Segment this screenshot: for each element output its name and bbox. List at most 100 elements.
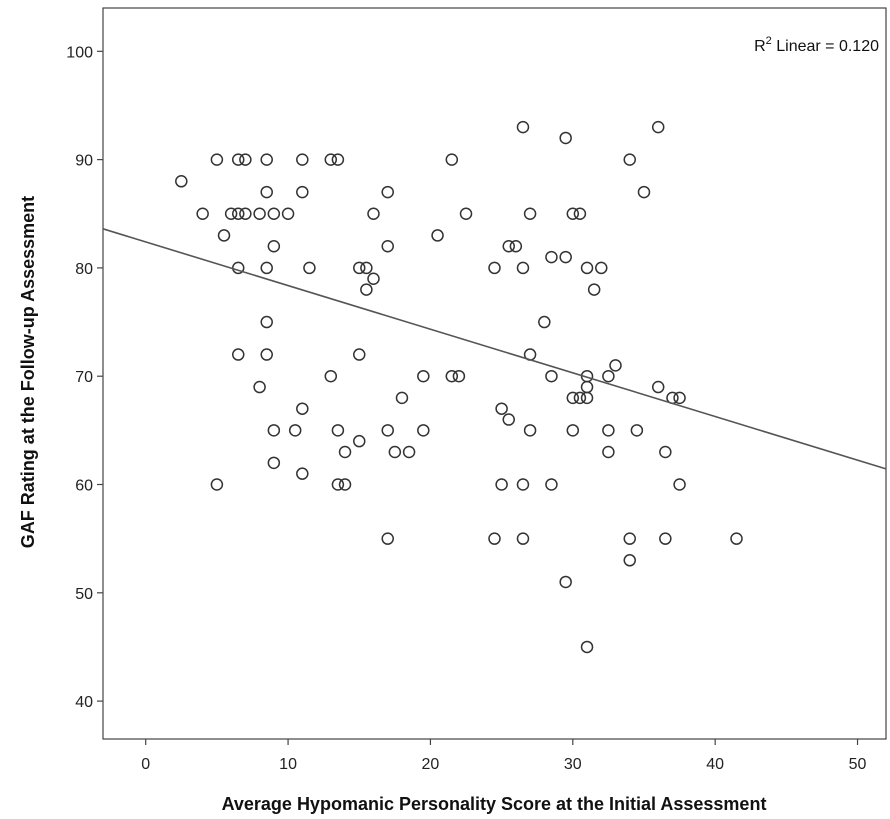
x-tick-label: 50 [849, 756, 867, 773]
data-point [452, 369, 466, 383]
data-point [730, 532, 743, 545]
data-point [303, 261, 316, 275]
y-tick-label: 50 [75, 586, 93, 603]
data-point [623, 153, 636, 166]
data-point [659, 445, 672, 459]
y-tick-label: 100 [66, 44, 93, 61]
data-point [580, 391, 594, 405]
regression-line [102, 228, 887, 470]
data-point [267, 207, 281, 221]
data-point [324, 153, 338, 166]
data-point [431, 229, 444, 242]
data-point [260, 348, 273, 361]
data-point [224, 207, 238, 221]
data-point [602, 445, 615, 459]
data-point [545, 369, 558, 383]
y-tick-label: 60 [75, 478, 93, 495]
data-point [239, 207, 252, 221]
y-tick-label: 90 [75, 153, 93, 170]
data-point [338, 478, 352, 491]
data-point [488, 532, 501, 545]
x-tick-label: 0 [141, 756, 150, 773]
data-point [267, 424, 281, 437]
data-point [260, 185, 273, 199]
data-point [210, 153, 224, 166]
data-point [623, 532, 636, 545]
data-point [353, 261, 366, 275]
data-point [488, 261, 501, 275]
data-point [260, 261, 273, 275]
data-point [495, 478, 508, 491]
data-point [602, 369, 615, 383]
x-tick-label: 20 [422, 756, 440, 773]
data-point [502, 413, 515, 426]
data-point [381, 532, 394, 545]
data-point [210, 478, 224, 491]
x-tick-label: 40 [706, 756, 724, 773]
data-point [538, 315, 551, 329]
data-point [231, 207, 245, 221]
data-point [267, 456, 281, 470]
x-tick-label: 30 [564, 756, 582, 773]
data-point [253, 380, 266, 394]
data-point [367, 272, 380, 285]
data-point [580, 261, 594, 275]
data-point [331, 424, 345, 437]
data-point [545, 250, 558, 264]
data-point [353, 434, 366, 448]
data-point [516, 120, 530, 134]
data-point [651, 380, 665, 394]
data-point [630, 424, 644, 437]
data-point [637, 185, 651, 199]
data-point [360, 283, 373, 296]
data-point [367, 207, 380, 221]
data-point [260, 153, 273, 166]
y-axis-title: GAF Rating at the Follow-up Assessment [18, 196, 38, 548]
data-point [566, 391, 580, 405]
data-point [360, 261, 373, 275]
data-point [331, 478, 345, 491]
data-point [516, 532, 530, 545]
data-point [459, 207, 473, 221]
data-point [381, 185, 394, 199]
data-point [445, 153, 459, 166]
axis-ticks: 0 10 20 30 40 50 40 50 60 70 80 90 100 [66, 44, 866, 773]
data-points [175, 120, 743, 654]
data-point [623, 554, 636, 567]
data-point [417, 369, 430, 383]
data-point [566, 207, 580, 221]
data-point [260, 315, 273, 329]
data-point [196, 207, 209, 221]
data-point [296, 185, 309, 199]
data-point [495, 402, 508, 415]
data-point [324, 369, 338, 383]
data-point [338, 445, 352, 459]
data-point [595, 261, 608, 275]
data-point [217, 229, 231, 242]
data-point [417, 424, 430, 437]
data-point [509, 240, 523, 253]
data-point [253, 207, 266, 221]
data-point [402, 445, 416, 459]
data-point [673, 478, 686, 491]
data-point [580, 640, 594, 654]
data-point [288, 424, 302, 437]
data-point [353, 348, 366, 361]
data-point [395, 391, 409, 405]
data-point [381, 240, 394, 253]
data-point [267, 240, 281, 253]
y-tick-label: 80 [75, 261, 93, 278]
data-point [651, 120, 665, 134]
data-point [559, 131, 572, 145]
data-point [281, 207, 295, 221]
data-point [559, 575, 572, 589]
data-point [502, 240, 515, 253]
y-tick-label: 70 [75, 369, 93, 386]
data-point [545, 478, 558, 491]
y-tick-label: 40 [75, 694, 93, 711]
data-point [175, 175, 188, 188]
data-point [331, 153, 345, 166]
data-point [296, 153, 309, 166]
data-point [231, 348, 245, 361]
